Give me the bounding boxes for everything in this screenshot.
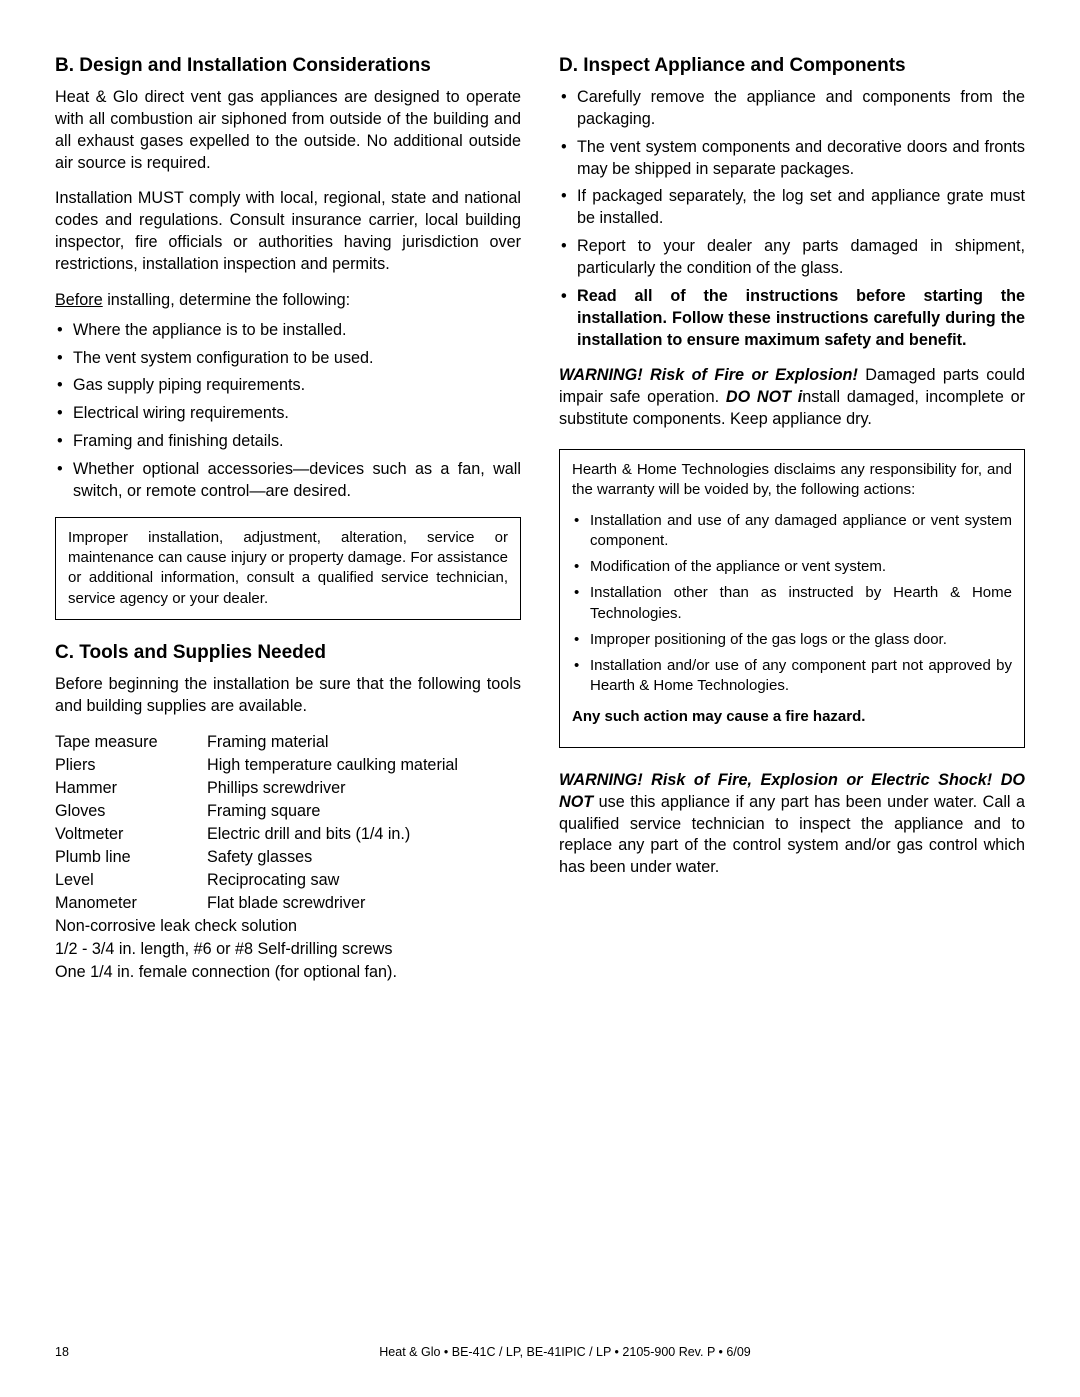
section-b-bullet: Gas supply piping requirements. <box>55 375 521 397</box>
tool-right: Framing square <box>207 800 521 823</box>
section-b-bullet: Where the appliance is to be installed. <box>55 320 521 342</box>
warn1-donot: DO NOT i <box>726 388 802 406</box>
tool-row: HammerPhillips screwdriver <box>55 777 521 800</box>
box-bullet: Installation and use of any damaged appl… <box>572 511 1012 552</box>
tool-row: ManometerFlat blade screwdriver <box>55 892 521 915</box>
section-b-bullet: Electrical wiring requirements. <box>55 403 521 425</box>
tool-row: LevelReciprocating saw <box>55 869 521 892</box>
section-b-bullet: Whether optional accessories—devices suc… <box>55 459 521 503</box>
section-b-heading: B. Design and Installation Consideration… <box>55 55 521 77</box>
tool-left: Level <box>55 869 207 892</box>
left-column: B. Design and Installation Consideration… <box>55 55 521 984</box>
section-b-para1: Heat & Glo direct vent gas appliances ar… <box>55 87 521 174</box>
section-b-bullet: Framing and ﬁnishing details. <box>55 431 521 453</box>
section-b-box: Improper installation, adjustment, alter… <box>55 517 521 620</box>
tool-row-full: Non-corrosive leak check solution <box>55 915 521 938</box>
tool-right: Flat blade screwdriver <box>207 892 521 915</box>
section-d-box: Hearth & Home Technologies disclaims any… <box>559 449 1025 748</box>
tool-left: Plumb line <box>55 846 207 869</box>
tool-left: Pliers <box>55 754 207 777</box>
before-underline: Before <box>55 291 103 309</box>
tool-row: GlovesFraming square <box>55 800 521 823</box>
tool-row: VoltmeterElectric drill and bits (1/4 in… <box>55 823 521 846</box>
tool-row: PliersHigh temperature caulking material <box>55 754 521 777</box>
page-content: B. Design and Installation Consideration… <box>0 0 1080 1024</box>
warn2-rest: use this appliance if any part has been … <box>559 793 1025 877</box>
box-bullet: Installation other than as instructed by… <box>572 583 1012 624</box>
section-b-before: Before installing, determine the followi… <box>55 290 521 312</box>
section-b-bullet: The vent system conﬁguration to be used. <box>55 348 521 370</box>
tool-row: Plumb lineSafety glasses <box>55 846 521 869</box>
tool-right: Phillips screwdriver <box>207 777 521 800</box>
footer-text: Heat & Glo • BE-41C / LP, BE-41IPIC / LP… <box>105 1345 1025 1359</box>
section-d-bullet: The vent system components and decorativ… <box>559 137 1025 181</box>
section-d-bullet-bold: Read all of the instructions before star… <box>559 286 1025 352</box>
tool-left: Hammer <box>55 777 207 800</box>
section-b-para2: Installation MUST comply with local, reg… <box>55 188 521 275</box>
section-d-bullets: Carefully remove the appliance and compo… <box>559 87 1025 351</box>
box-intro: Hearth & Home Technologies disclaims any… <box>572 460 1012 501</box>
box-bottom: Any such action may cause a ﬁre hazard. <box>572 707 1012 727</box>
box-bullets: Installation and use of any damaged appl… <box>572 511 1012 697</box>
section-c-heading: C. Tools and Supplies Needed <box>55 642 521 664</box>
box-bullet: Installation and/or use of any component… <box>572 656 1012 697</box>
warning-electric-shock: WARNING! Risk of Fire, Explosion or Elec… <box>559 770 1025 879</box>
footer: 18 Heat & Glo • BE-41C / LP, BE-41IPIC /… <box>0 1345 1080 1359</box>
tool-full: 1/2 - 3/4 in. length, #6 or #8 Self-dril… <box>55 938 521 961</box>
tool-row-full: One 1/4 in. female connection (for optio… <box>55 961 521 984</box>
tool-left: Voltmeter <box>55 823 207 846</box>
warn1-lead: WARNING! Risk of Fire or Explosion! <box>559 366 865 384</box>
tool-row: Tape measureFraming material <box>55 731 521 754</box>
tool-right: High temperature caulking material <box>207 754 521 777</box>
tool-right: Reciprocating saw <box>207 869 521 892</box>
tool-right: Electric drill and bits (1/4 in.) <box>207 823 521 846</box>
section-d-bullet: Report to your dealer any parts damaged … <box>559 236 1025 280</box>
section-b-box-text: Improper installation, adjustment, alter… <box>68 528 508 609</box>
tool-left: Gloves <box>55 800 207 823</box>
tool-left: Tape measure <box>55 731 207 754</box>
section-d-bullet: If packaged separately, the log set and … <box>559 186 1025 230</box>
page-number: 18 <box>55 1345 105 1359</box>
tool-row-full: 1/2 - 3/4 in. length, #6 or #8 Self-dril… <box>55 938 521 961</box>
box-bullet: Modiﬁcation of the appliance or vent sys… <box>572 557 1012 577</box>
section-d-heading: D. Inspect Appliance and Components <box>559 55 1025 77</box>
box-bullet: Improper positioning of the gas logs or … <box>572 630 1012 650</box>
section-b-bullets: Where the appliance is to be installed. T… <box>55 320 521 503</box>
tool-full: One 1/4 in. female connection (for optio… <box>55 961 521 984</box>
section-c-intro: Before beginning the installation be sur… <box>55 674 521 718</box>
tool-right: Framing material <box>207 731 521 754</box>
tool-table: Tape measureFraming materialPliersHigh t… <box>55 731 521 984</box>
section-d-bullet: Carefully remove the appliance and compo… <box>559 87 1025 131</box>
tool-right: Safety glasses <box>207 846 521 869</box>
tool-left: Manometer <box>55 892 207 915</box>
warning-fire-explosion: WARNING! Risk of Fire or Explosion! Dama… <box>559 365 1025 431</box>
right-column: D. Inspect Appliance and Components Care… <box>559 55 1025 984</box>
before-rest: installing, determine the following: <box>103 291 350 309</box>
tool-full: Non-corrosive leak check solution <box>55 915 521 938</box>
